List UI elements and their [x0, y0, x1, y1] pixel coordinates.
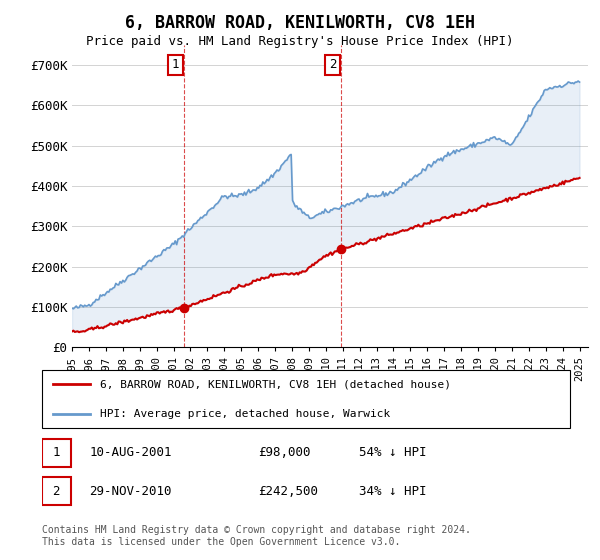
Text: 2: 2 — [329, 58, 336, 72]
FancyBboxPatch shape — [42, 477, 71, 505]
Text: 34% ↓ HPI: 34% ↓ HPI — [359, 484, 426, 498]
Text: 6, BARROW ROAD, KENILWORTH, CV8 1EH: 6, BARROW ROAD, KENILWORTH, CV8 1EH — [125, 14, 475, 32]
Text: 2: 2 — [53, 484, 60, 498]
Text: £242,500: £242,500 — [259, 484, 319, 498]
FancyBboxPatch shape — [42, 438, 71, 466]
Text: 1: 1 — [53, 446, 60, 459]
Text: 54% ↓ HPI: 54% ↓ HPI — [359, 446, 426, 459]
Text: £98,000: £98,000 — [259, 446, 311, 459]
Text: 29-NOV-2010: 29-NOV-2010 — [89, 484, 172, 498]
Text: HPI: Average price, detached house, Warwick: HPI: Average price, detached house, Warw… — [100, 409, 391, 419]
Text: Contains HM Land Registry data © Crown copyright and database right 2024.
This d: Contains HM Land Registry data © Crown c… — [42, 525, 471, 547]
Text: 10-AUG-2001: 10-AUG-2001 — [89, 446, 172, 459]
Text: 6, BARROW ROAD, KENILWORTH, CV8 1EH (detached house): 6, BARROW ROAD, KENILWORTH, CV8 1EH (det… — [100, 379, 451, 389]
Text: 1: 1 — [172, 58, 179, 72]
FancyBboxPatch shape — [42, 370, 570, 428]
Text: Price paid vs. HM Land Registry's House Price Index (HPI): Price paid vs. HM Land Registry's House … — [86, 35, 514, 48]
